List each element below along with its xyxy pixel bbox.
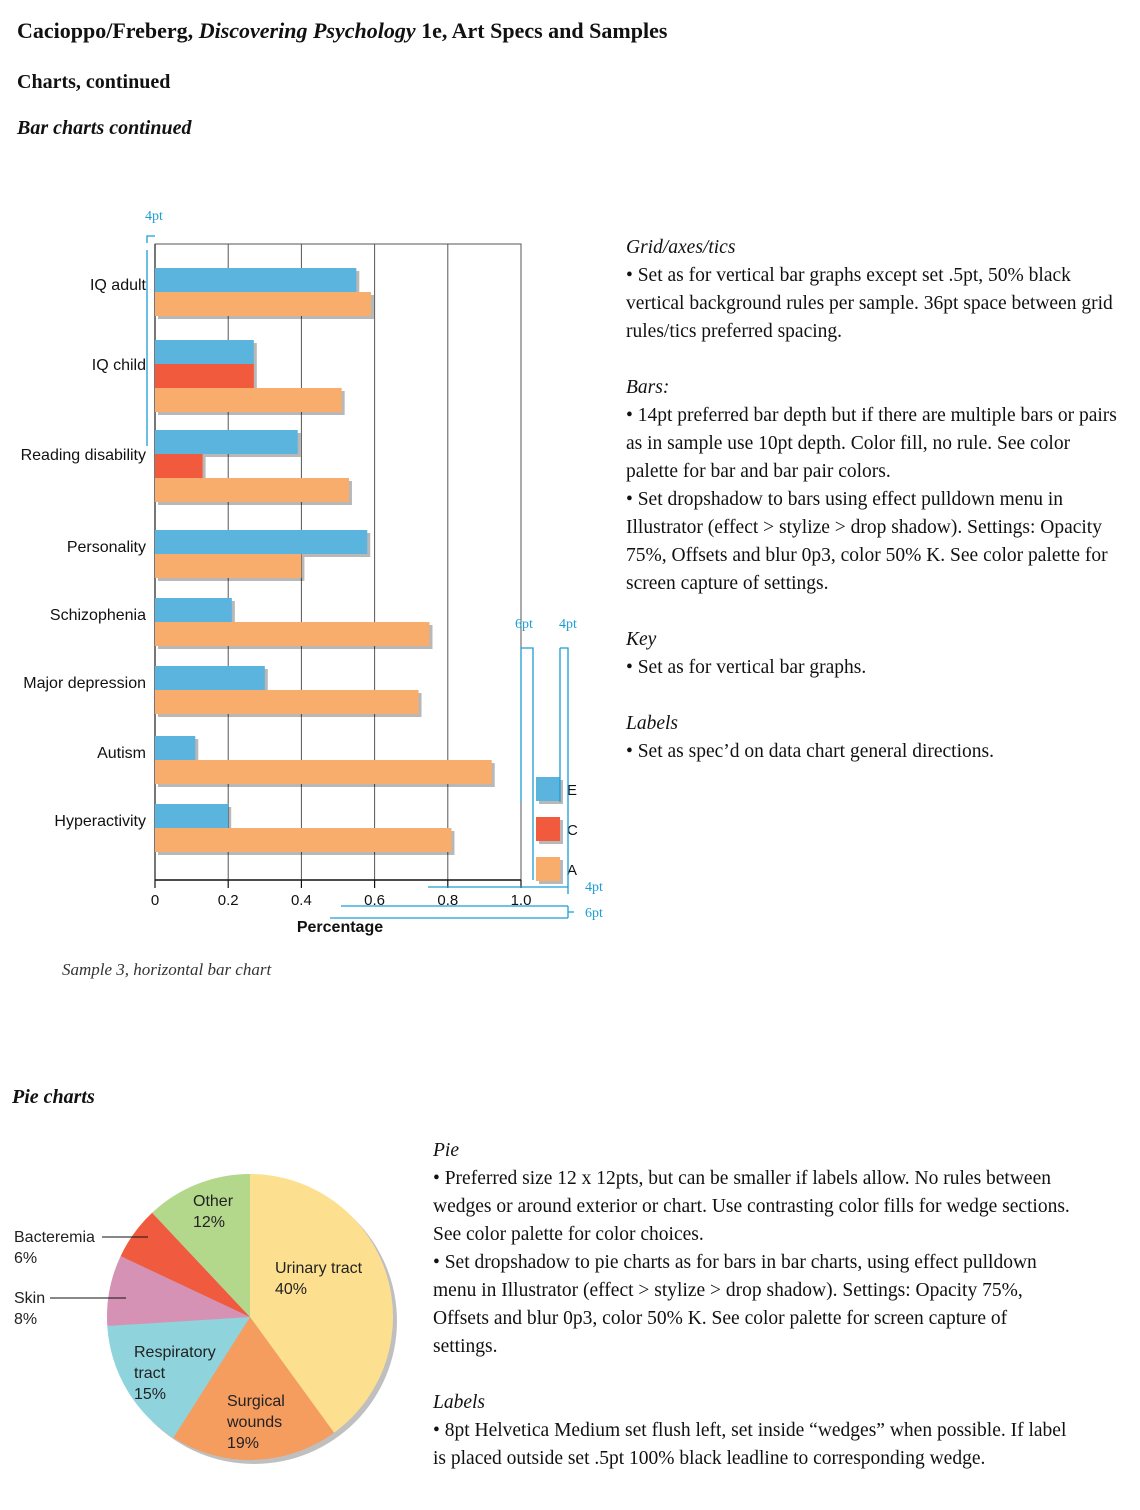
pie-labels: Urinary tract 40% Surgical wounds 19%Respira… <box>14 1193 363 1452</box>
pie-slice <box>107 1256 250 1326</box>
annot-key-gap-bracket <box>520 647 534 880</box>
bar-spec-bullet-1-0: • 14pt preferred bar depth but if there … <box>626 405 1117 482</box>
bar-E <box>155 530 368 554</box>
bar-category-labels: IQ adult IQ child Reading disability Person… <box>21 277 147 830</box>
bar-A <box>155 554 302 578</box>
bar-C <box>155 364 254 388</box>
category-label: Hyperactivity <box>54 813 146 830</box>
bar-spec-text: Grid/axes/tics • Set as for vertical bar … <box>626 234 1126 766</box>
category-label: Personality <box>67 539 146 556</box>
pie-slice <box>250 1174 393 1433</box>
bar-A <box>155 760 492 784</box>
bar-spec-heading-1: Bars: <box>626 377 670 398</box>
bar-E <box>155 736 196 760</box>
pie-label: Surgical wounds 19% <box>226 1393 285 1452</box>
bar-E <box>155 804 229 828</box>
category-label: Schizophenia <box>50 607 146 624</box>
horizontal-bar-chart: IQ adult IQ child Reading disability Person… <box>21 209 603 936</box>
pie-spec-heading-0: Pie <box>433 1140 459 1161</box>
bar-E <box>155 598 232 622</box>
legend-label: E <box>567 782 577 799</box>
bar-A <box>155 388 342 412</box>
legend-swatch-E <box>536 777 560 801</box>
x-tick-label: 0.8 <box>437 892 458 909</box>
x-tick-label: 0.6 <box>364 892 385 909</box>
bar-E <box>155 340 254 364</box>
bar-spec-heading-3: Labels <box>626 713 679 734</box>
pie-slice <box>107 1317 250 1438</box>
legend-swatch-A <box>536 857 560 881</box>
title-book: Discovering Psychology <box>198 18 416 43</box>
pie-label: Bacteremia 6% <box>14 1229 95 1267</box>
bar-E <box>155 268 357 292</box>
category-label: Autism <box>97 745 146 762</box>
pie-section-title: Pie charts <box>12 1086 95 1108</box>
bar-spec-bullet-0-0: • Set as for vertical bar graphs except … <box>626 265 1113 342</box>
pie-slice <box>173 1317 335 1460</box>
annot-top-label: 4pt <box>145 209 163 224</box>
bar-spec-heading-0: Grid/axes/tics <box>626 237 736 258</box>
annot-key-gap-label: 6pt <box>515 617 533 632</box>
bar-spec-heading-2: Key <box>626 629 657 650</box>
bar-E <box>155 666 265 690</box>
annot-key-width-label: 4pt <box>559 617 577 632</box>
bar-A <box>155 690 419 714</box>
pie-chart: Urinary tract 40% Surgical wounds 19%Respira… <box>14 1174 397 1464</box>
bar-spec-bullet-1-1: • Set dropshadow to bars using effect pu… <box>626 489 1108 594</box>
pie-spec-heading-1: Labels <box>433 1392 486 1413</box>
bar-spec-bullet-2-0: • Set as for vertical bar graphs. <box>626 657 867 678</box>
pie-spec-bullet-1-0: • 8pt Helvetica Medium set flush left, s… <box>433 1420 1067 1469</box>
legend-label: C <box>567 822 578 839</box>
pie-slice <box>120 1212 250 1317</box>
bar-A <box>155 478 349 502</box>
pie-label: Respiratory tract 15% <box>134 1344 216 1403</box>
pie-leader-lines <box>50 1236 148 1299</box>
x-axis-label: Percentage <box>297 919 383 936</box>
page-title: Cacioppo/Freberg, Discovering Psychology… <box>17 18 667 44</box>
subsection-heading: Bar charts continued <box>17 117 192 139</box>
legend-label: A <box>567 862 577 879</box>
bar-spec-bullet-3-0: • Set as spec’d on data chart general di… <box>626 741 994 762</box>
category-label: Reading disability <box>21 447 146 464</box>
title-prefix: Cacioppo/Freberg, <box>17 18 199 43</box>
annot-bottom-bracket-1 <box>428 880 569 894</box>
pie-spec-bullet-0-0: • Preferred size 12 x 12pts, but can be … <box>433 1168 1070 1245</box>
legend-swatch-C <box>536 817 560 841</box>
sample-caption: Sample 3, horizontal bar chart <box>62 960 272 979</box>
pie-spec-bullet-0-1: • Set dropshadow to pie charts as for ba… <box>433 1252 1037 1357</box>
annot-key-width-bracket <box>559 647 569 880</box>
x-tick-label: 0.4 <box>291 892 312 909</box>
title-suffix: 1e, Art Specs and Samples <box>415 18 668 43</box>
bar-bars <box>155 268 495 855</box>
pie-slices <box>107 1174 397 1464</box>
category-label: IQ adult <box>90 277 147 294</box>
x-tick-label: 0 <box>151 892 159 909</box>
section-heading: Charts, continued <box>17 71 171 93</box>
annot-bottom-label-2: 6pt <box>585 906 603 921</box>
bar-A <box>155 292 371 316</box>
annot-bottom-label-1: 4pt <box>585 880 603 895</box>
bar-A <box>155 622 430 646</box>
bar-legend: E C A <box>536 777 578 884</box>
bar-A <box>155 828 452 852</box>
x-tick-label: 1.0 <box>511 892 532 909</box>
category-label: IQ child <box>92 357 146 374</box>
x-tick-label: 0.2 <box>218 892 239 909</box>
pie-spec-text: Pie • Preferred size 12 x 12pts, but can … <box>433 1137 1073 1473</box>
pie-slice <box>152 1174 250 1317</box>
pie-label: Skin 8% <box>14 1290 45 1328</box>
annot-bottom-bracket-2 <box>330 905 574 919</box>
category-label: Major depression <box>23 675 146 692</box>
spec-annotations <box>146 235 574 919</box>
bar-C <box>155 454 203 478</box>
bar-tick-labels: 0 0.2 0.4 0.6 0.8 1.0 <box>151 892 532 909</box>
pie-label: Urinary tract 40% <box>275 1260 363 1298</box>
annot-top-bracket <box>146 235 155 446</box>
pie-label: Other 12% <box>193 1193 234 1231</box>
bar-E <box>155 430 298 454</box>
